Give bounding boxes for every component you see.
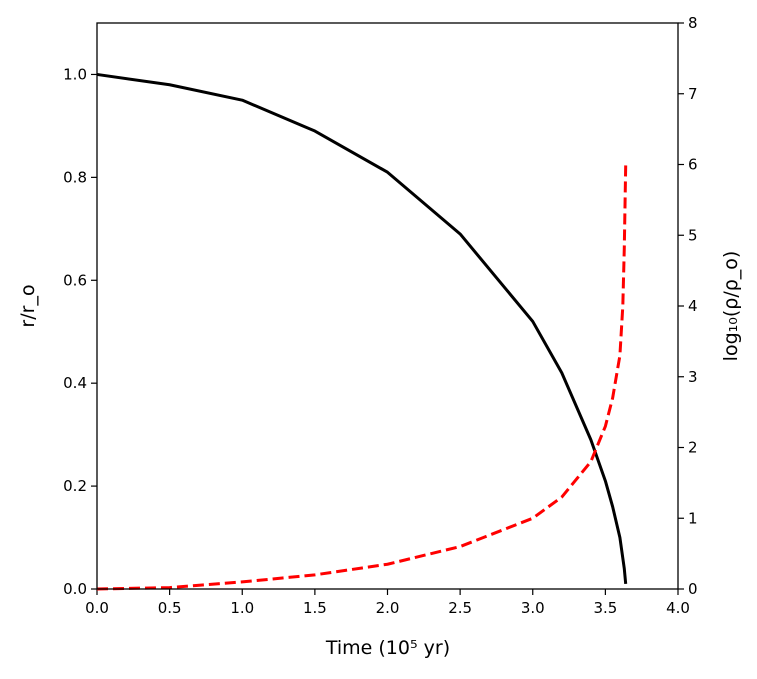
radius-series-line [96, 72, 628, 584]
x-tick-label: 2.5 [448, 599, 472, 617]
x-tick-label: 3.5 [593, 599, 617, 617]
x-axis-ticks: 0.0 0.5 1.0 1.5 2.0 2.5 3.0 3.5 4.0 [85, 589, 690, 617]
right-y-tick-label: 6 [688, 156, 698, 174]
left-y-tick-label: 0.6 [63, 271, 87, 289]
left-y-tick-label: 0.0 [63, 580, 87, 598]
right-y-tick-label: 7 [688, 85, 698, 103]
right-y-tick-label: 0 [688, 580, 698, 598]
x-tick-label: 0.0 [85, 599, 109, 617]
x-tick-label: 1.5 [303, 599, 327, 617]
x-tick-label: 3.0 [521, 599, 545, 617]
x-tick-label: 2.0 [376, 599, 400, 617]
left-y-axis-label: r/r_o [17, 284, 39, 327]
left-y-tick-label: 0.4 [63, 374, 87, 392]
plot-frame [96, 22, 679, 590]
right-y-axis-ticks: 0 1 2 3 4 5 6 7 8 [678, 14, 698, 598]
x-tick-label: 4.0 [666, 599, 690, 617]
right-y-tick-label: 8 [688, 14, 698, 32]
right-y-tick-label: 2 [688, 439, 698, 457]
x-axis-label: Time (10⁵ yr) [325, 637, 450, 659]
left-y-axis-ticks: 0.0 0.2 0.4 0.6 0.8 1.0 [63, 65, 97, 598]
left-y-tick-label: 0.8 [63, 168, 87, 186]
left-y-tick-label: 0.2 [63, 477, 87, 495]
left-y-tick-label: 1.0 [63, 65, 87, 83]
right-y-tick-label: 4 [688, 297, 698, 315]
x-tick-label: 1.0 [230, 599, 254, 617]
density-series-line [96, 164, 628, 591]
right-y-axis-label: log₁₀(ρ/ρ_o) [720, 251, 742, 362]
plot-series [96, 72, 628, 591]
right-y-tick-label: 3 [688, 368, 698, 386]
right-y-tick-label: 1 [688, 509, 698, 527]
x-tick-label: 0.5 [158, 599, 182, 617]
right-y-tick-label: 5 [688, 226, 698, 244]
